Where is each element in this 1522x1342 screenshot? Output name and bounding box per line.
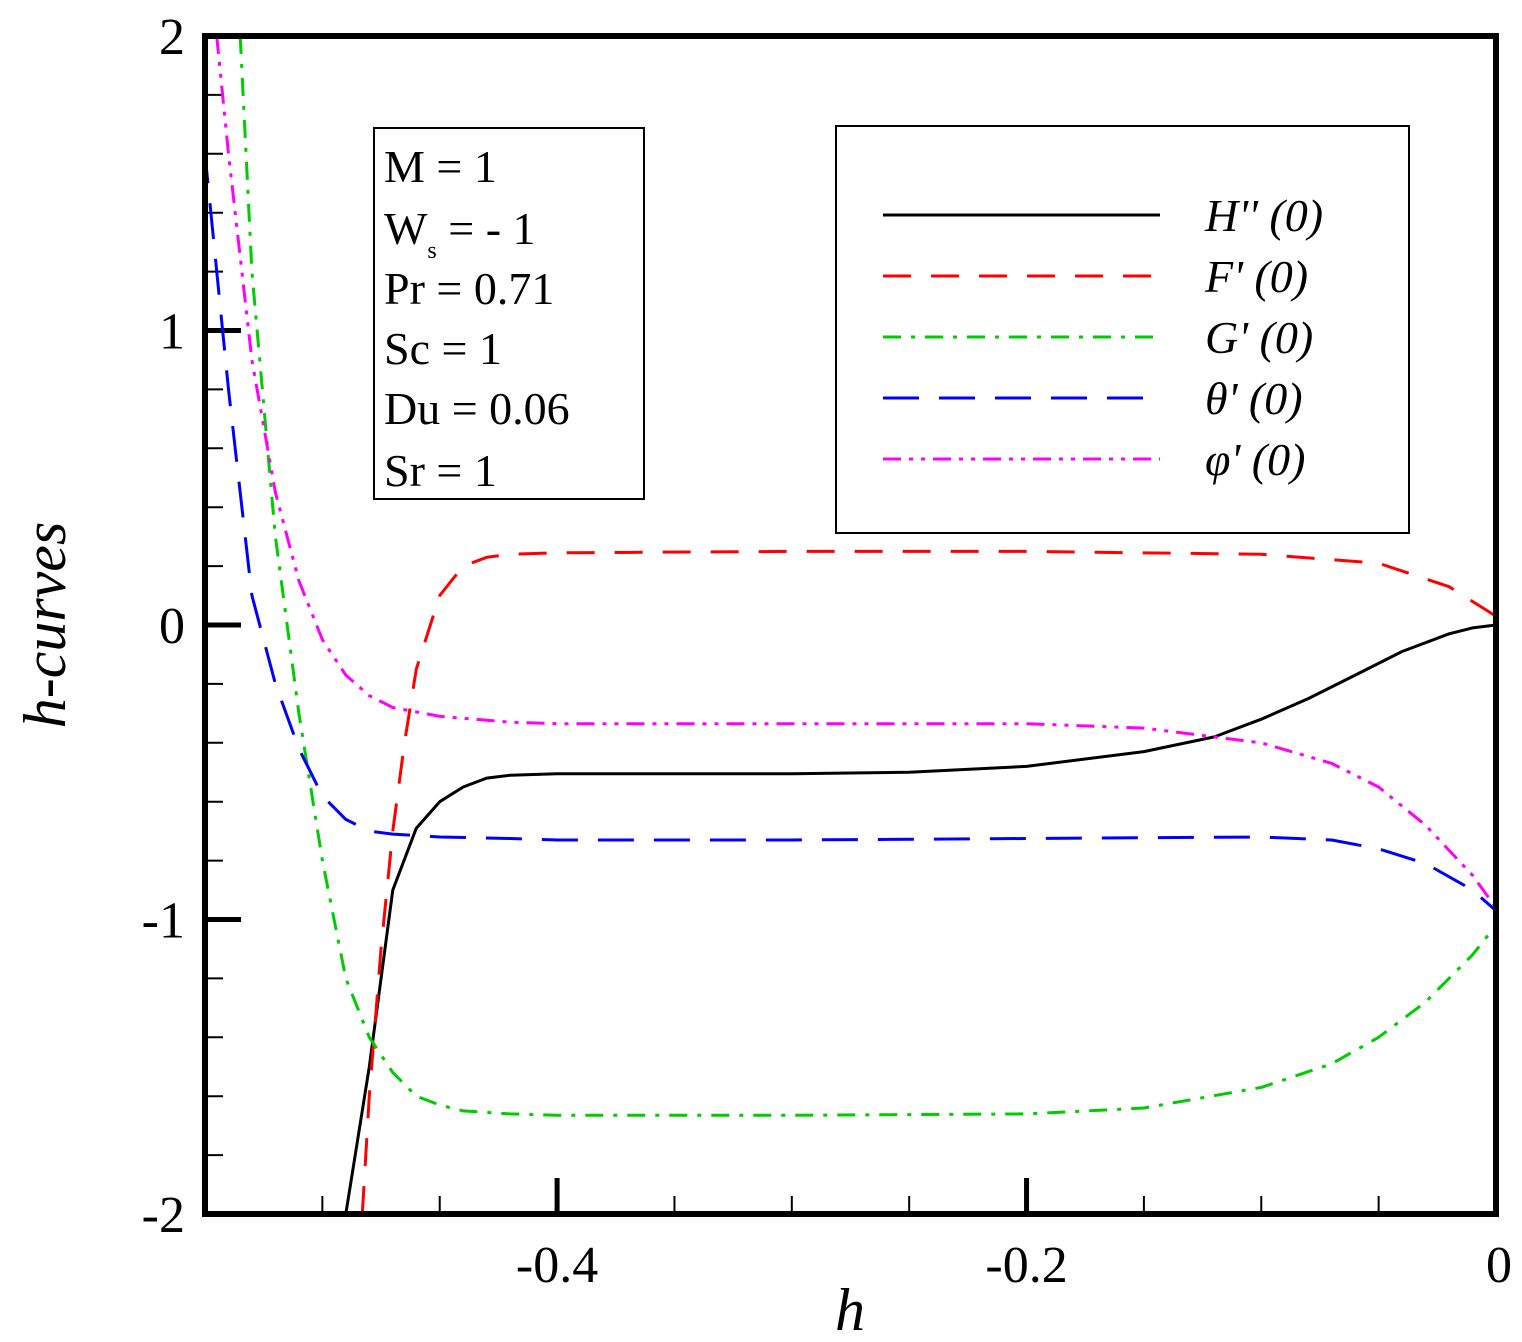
parameter-box: M = 1 Ws = - 1 Pr = 0.71 Sc = 1 Du = 0.0… xyxy=(373,127,645,500)
legend-label-1: H'' (0) xyxy=(1204,190,1323,241)
y-tick-label: 0 xyxy=(159,598,185,655)
y-tick-label: -2 xyxy=(142,1187,185,1244)
series-group xyxy=(205,36,1496,1214)
param-sc: Sc = 1 xyxy=(384,323,502,374)
param-ws-rest: = - 1 xyxy=(437,203,536,254)
legend-label-4: θ' (0) xyxy=(1205,373,1303,424)
tick-labels: -2 -1 0 1 2 -0.4 -0.2 0 xyxy=(142,9,1512,1294)
param-du: Du = 0.06 xyxy=(384,383,570,434)
y-tick-label: 2 xyxy=(159,9,185,66)
param-sr: Sr = 1 xyxy=(384,445,497,496)
param-m: M = 1 xyxy=(384,141,497,192)
legend: H'' (0) F' (0) G' (0) θ' (0) φ' (0) xyxy=(835,125,1410,534)
param-ws: Ws = - 1 xyxy=(384,203,536,264)
x-tick-label: -0.4 xyxy=(516,1237,598,1294)
series-line-1 xyxy=(344,623,1496,1214)
series-line-2 xyxy=(360,549,1496,1214)
x-axis-title: h xyxy=(835,1277,865,1342)
legend-label-2: F' (0) xyxy=(1204,251,1308,302)
x-tick-label: -0.2 xyxy=(985,1237,1067,1294)
x-tick-label: 0 xyxy=(1486,1237,1512,1294)
legend-label-3: G' (0) xyxy=(1205,312,1313,363)
legend-label-5: φ' (0) xyxy=(1205,434,1305,485)
y-tick-label: -1 xyxy=(142,893,185,950)
plot-frame xyxy=(202,33,1499,1217)
series-line-4 xyxy=(205,138,1496,912)
param-ws-sub: s xyxy=(427,238,436,264)
y-tick-label: 1 xyxy=(159,304,185,361)
param-pr: Pr = 0.71 xyxy=(384,263,554,314)
param-ws-base: W xyxy=(384,203,428,254)
series-line-5 xyxy=(215,36,1496,909)
y-axis-title: h-curves xyxy=(12,522,78,729)
parameter-box-frame xyxy=(373,127,645,500)
legend-frame xyxy=(835,125,1410,534)
